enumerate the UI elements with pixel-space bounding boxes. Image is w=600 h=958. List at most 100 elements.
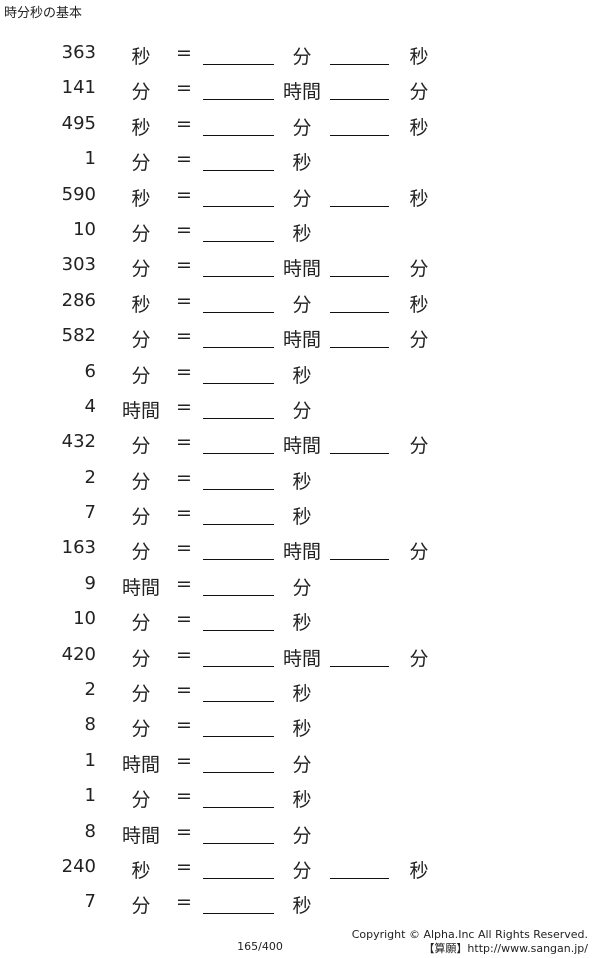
remainder-unit: 分 [409,541,429,564]
answer-blank-1[interactable] [203,465,274,490]
answer-blank-2[interactable] [330,111,389,136]
answer-blank-1[interactable] [203,323,274,349]
problem-number: 1 [84,148,96,170]
answer-blank-2[interactable] [330,535,389,561]
source-unit: 分 [131,435,151,458]
problem-number: 1 [84,785,96,807]
footer-credits: Copyright © Alpha.Inc All Rights Reserve… [352,928,588,956]
problem-number: 9 [84,572,96,594]
remainder-unit: 秒 [409,293,429,316]
answer-blank-1[interactable] [203,217,274,242]
problem-number: 7 [84,502,96,524]
target-unit: 分 [292,576,312,599]
problem-number: 8 [84,820,96,842]
answer-blank-1[interactable] [203,677,274,703]
problem-row: 432 分 = 時間 分 [0,425,600,460]
remainder-unit: 秒 [409,187,429,210]
target-unit: 分 [292,187,312,210]
source-unit: 秒 [131,116,151,139]
target-unit: 分 [292,293,312,316]
answer-blank-1[interactable] [203,252,274,278]
problem-number: 286 [61,289,96,311]
source-unit: 分 [131,81,151,104]
problem-row: 240 秒 = 分 秒 [0,850,600,885]
answer-blank-1[interactable] [203,712,274,738]
problem-row: 1 分 = 秒 [0,142,600,177]
answer-blank-2[interactable] [330,252,389,278]
problem-number: 240 [61,855,96,877]
equals-sign: = [176,714,192,737]
problem-number: 420 [61,643,96,665]
answer-blank-1[interactable] [203,535,274,561]
answer-blank-1[interactable] [203,889,274,915]
problem-number: 6 [84,360,96,382]
answer-blank-1[interactable] [203,75,274,101]
answer-blank-2[interactable] [330,182,389,207]
answer-blank-2[interactable] [330,642,389,667]
answer-blank-1[interactable] [203,288,274,313]
target-unit: 秒 [292,895,312,918]
problem-number: 2 [84,679,96,701]
problem-number: 4 [84,395,96,417]
source-unit: 分 [131,364,151,387]
source-unit: 分 [131,506,151,529]
target-unit: 分 [292,859,312,882]
equals-sign: = [176,218,192,241]
remainder-unit: 秒 [409,116,429,139]
equals-sign: = [176,42,192,64]
answer-blank-1[interactable] [203,571,274,596]
answer-blank-1[interactable] [203,642,274,667]
answer-blank-1[interactable] [203,111,274,136]
equals-sign: = [176,891,192,914]
problem-number: 582 [61,325,96,347]
equals-sign: = [176,148,192,171]
answer-blank-1[interactable] [203,819,274,844]
answer-blank-1[interactable] [203,429,274,455]
problem-row: 8 時間 = 分 [0,815,600,850]
answer-blank-1[interactable] [203,394,274,419]
target-unit: 時間 [282,647,321,670]
target-unit: 分 [292,399,312,422]
source-unit: 分 [131,683,151,706]
problem-row: 582 分 = 時間 分 [0,319,600,354]
equals-sign: = [176,360,192,383]
problem-row: 1 分 = 秒 [0,779,600,814]
problem-row: 2 分 = 秒 [0,673,600,708]
answer-blank-2[interactable] [330,40,389,65]
answer-blank-1[interactable] [203,854,274,879]
answer-blank-1[interactable] [203,359,274,384]
answer-blank-2[interactable] [330,429,389,455]
problem-list: 363 秒 = 分秒 141 分 = 時間分 495 秒 = 分秒 1 分 = 秒 590 秒 = 分秒 10 分 = 秒 30… [0,36,600,921]
remainder-unit: 分 [409,647,429,670]
source-unit: 秒 [131,859,151,882]
problem-row: 141 分 = 時間 分 [0,71,600,106]
answer-blank-1[interactable] [203,500,274,526]
source-unit: 分 [131,329,151,352]
equals-sign: = [176,466,192,489]
answer-blank-1[interactable] [203,783,274,809]
answer-blank-2[interactable] [330,288,389,313]
remainder-unit: 分 [409,81,429,104]
answer-blank-1[interactable] [203,146,274,172]
answer-blank-1[interactable] [203,748,274,773]
equals-sign: = [176,572,192,595]
answer-blank-1[interactable] [203,606,274,632]
target-unit: 秒 [292,683,312,706]
answer-blank-2[interactable] [330,854,389,879]
equals-sign: = [176,254,192,277]
problem-row: 163 分 = 時間 分 [0,531,600,566]
answer-blank-2[interactable] [330,75,389,101]
equals-sign: = [176,112,192,135]
problem-row: 420 分 = 時間 分 [0,638,600,673]
equals-sign: = [176,855,192,878]
problem-row: 10 分 = 秒 [0,213,600,248]
equals-sign: = [176,537,192,560]
answer-blank-1[interactable] [203,182,274,207]
answer-blank-1[interactable] [203,40,274,65]
problem-number: 10 [73,218,96,240]
target-unit: 時間 [282,541,321,564]
problem-row: 2 分 = 秒 [0,461,600,496]
problem-row: 1 時間 = 分 [0,744,600,779]
answer-blank-2[interactable] [330,323,389,349]
problem-number: 10 [73,608,96,630]
